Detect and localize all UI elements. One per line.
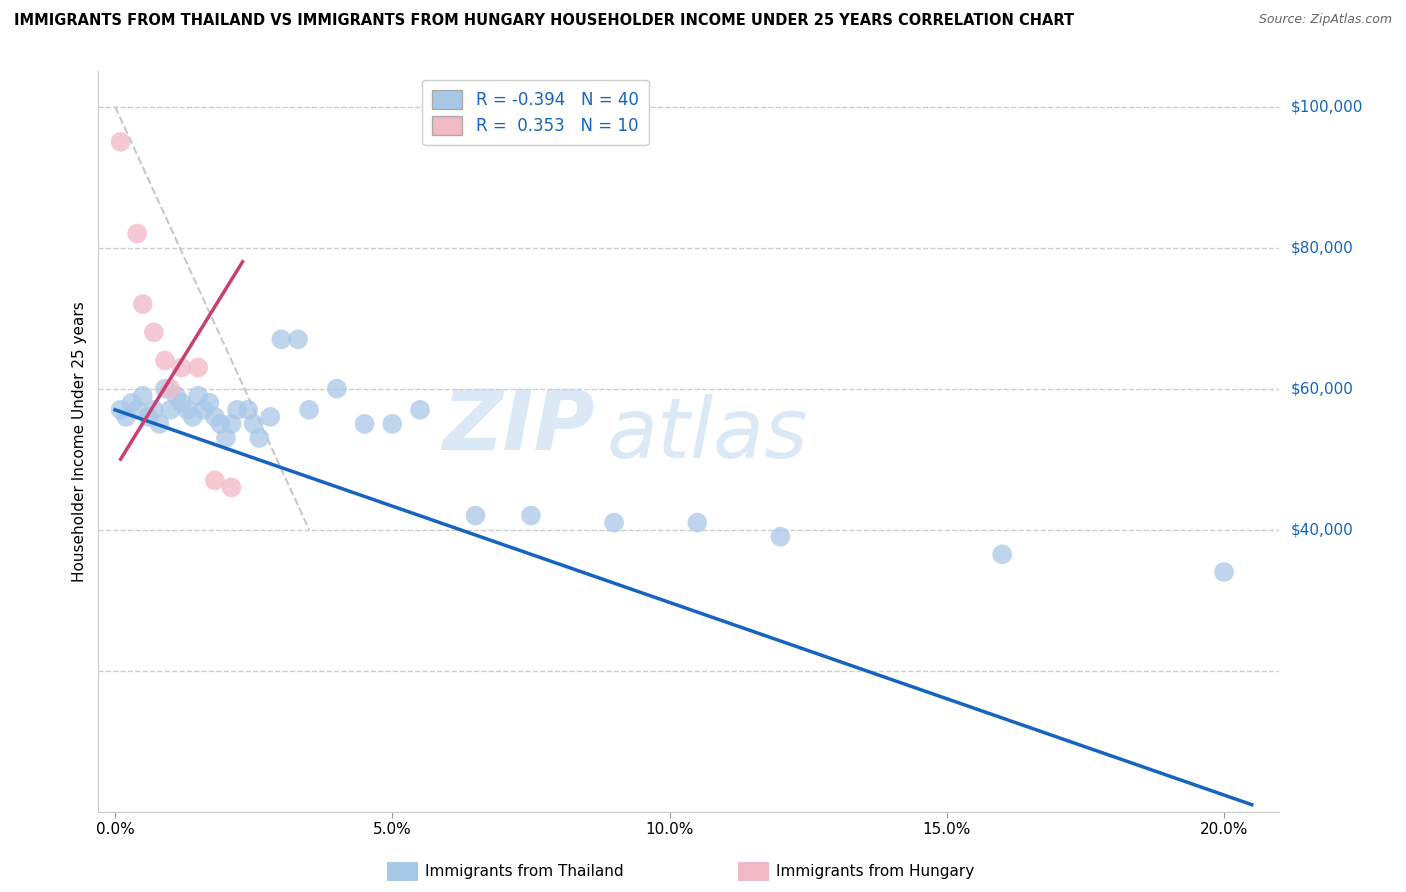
Point — [991, 547, 1014, 561]
Text: $40,000: $40,000 — [1291, 522, 1354, 537]
Point — [159, 382, 181, 396]
Point — [409, 402, 432, 417]
Legend: R = -0.394   N = 40, R =  0.353   N = 10: R = -0.394 N = 40, R = 0.353 N = 10 — [422, 79, 648, 145]
Point — [520, 508, 543, 523]
Point — [110, 402, 132, 417]
Text: Immigrants from Hungary: Immigrants from Hungary — [776, 864, 974, 879]
Point — [193, 402, 215, 417]
Text: atlas: atlas — [606, 393, 808, 475]
Point — [132, 297, 155, 311]
Point — [187, 389, 209, 403]
Point — [381, 417, 404, 431]
Point — [132, 389, 155, 403]
Point — [121, 396, 143, 410]
Point — [242, 417, 264, 431]
Text: $60,000: $60,000 — [1291, 381, 1354, 396]
Point — [127, 227, 149, 241]
Text: $100,000: $100,000 — [1291, 99, 1362, 114]
Point — [247, 431, 270, 445]
Point — [1213, 565, 1236, 579]
Y-axis label: Householder Income Under 25 years: Householder Income Under 25 years — [72, 301, 87, 582]
Point — [464, 508, 486, 523]
Point — [215, 431, 238, 445]
Point — [259, 409, 281, 424]
Point — [204, 473, 226, 487]
Point — [127, 402, 149, 417]
Point — [204, 409, 226, 424]
Point — [176, 402, 198, 417]
Point — [170, 396, 193, 410]
Point — [686, 516, 709, 530]
Point — [326, 382, 349, 396]
Point — [287, 332, 309, 346]
Text: ZIP: ZIP — [441, 386, 595, 467]
Point — [221, 417, 243, 431]
Point — [209, 417, 232, 431]
Text: $80,000: $80,000 — [1291, 240, 1354, 255]
Point — [142, 402, 165, 417]
Point — [170, 360, 193, 375]
Point — [298, 402, 321, 417]
Point — [270, 332, 292, 346]
Point — [142, 325, 165, 339]
Text: Source: ZipAtlas.com: Source: ZipAtlas.com — [1258, 13, 1392, 27]
Point — [153, 353, 176, 368]
Point — [159, 402, 181, 417]
Point — [221, 480, 243, 494]
Text: IMMIGRANTS FROM THAILAND VS IMMIGRANTS FROM HUNGARY HOUSEHOLDER INCOME UNDER 25 : IMMIGRANTS FROM THAILAND VS IMMIGRANTS F… — [14, 13, 1074, 29]
Point — [115, 409, 138, 424]
Point — [136, 409, 159, 424]
Point — [165, 389, 187, 403]
Point — [181, 409, 204, 424]
Point — [603, 516, 626, 530]
Point — [153, 382, 176, 396]
Point — [226, 402, 249, 417]
Point — [148, 417, 170, 431]
Point — [353, 417, 375, 431]
Point — [110, 135, 132, 149]
Point — [187, 360, 209, 375]
Point — [198, 396, 221, 410]
Point — [236, 402, 259, 417]
Text: Immigrants from Thailand: Immigrants from Thailand — [425, 864, 623, 879]
Point — [769, 530, 792, 544]
